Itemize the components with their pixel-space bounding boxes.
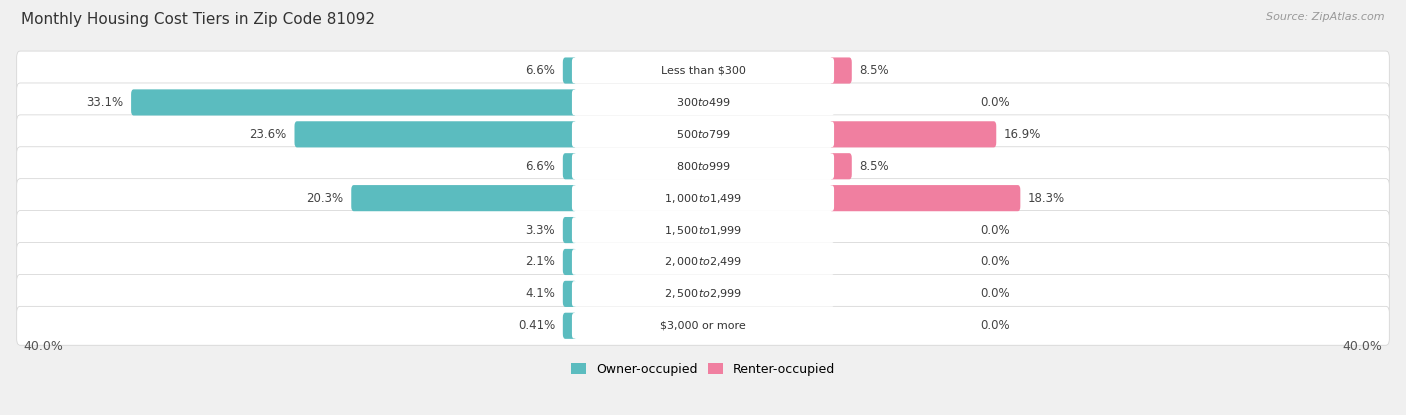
Text: 23.6%: 23.6% [249,128,287,141]
FancyBboxPatch shape [562,281,576,307]
Text: 8.5%: 8.5% [859,160,889,173]
FancyBboxPatch shape [830,121,997,147]
Text: 8.5%: 8.5% [859,64,889,77]
Text: $1,000 to $1,499: $1,000 to $1,499 [664,192,742,205]
Text: $2,500 to $2,999: $2,500 to $2,999 [664,287,742,300]
FancyBboxPatch shape [294,121,576,147]
Text: 2.1%: 2.1% [526,256,555,269]
Text: 0.0%: 0.0% [980,256,1010,269]
Text: 4.1%: 4.1% [526,287,555,300]
FancyBboxPatch shape [17,210,1389,249]
Legend: Owner-occupied, Renter-occupied: Owner-occupied, Renter-occupied [567,358,839,381]
Text: $800 to $999: $800 to $999 [675,160,731,172]
Text: 0.0%: 0.0% [980,287,1010,300]
FancyBboxPatch shape [562,249,576,275]
FancyBboxPatch shape [830,185,1021,211]
Text: $1,500 to $1,999: $1,500 to $1,999 [664,224,742,237]
Text: 18.3%: 18.3% [1028,192,1066,205]
FancyBboxPatch shape [17,306,1389,345]
FancyBboxPatch shape [572,217,834,243]
Text: Less than $300: Less than $300 [661,66,745,76]
Text: 33.1%: 33.1% [86,96,124,109]
FancyBboxPatch shape [352,185,576,211]
FancyBboxPatch shape [830,57,852,83]
FancyBboxPatch shape [572,122,834,147]
Text: 0.41%: 0.41% [517,319,555,332]
Text: 6.6%: 6.6% [526,160,555,173]
FancyBboxPatch shape [562,153,576,179]
Text: 40.0%: 40.0% [24,340,63,353]
FancyBboxPatch shape [17,274,1389,313]
FancyBboxPatch shape [17,147,1389,186]
FancyBboxPatch shape [17,115,1389,154]
Text: Source: ZipAtlas.com: Source: ZipAtlas.com [1267,12,1385,22]
FancyBboxPatch shape [572,313,834,339]
FancyBboxPatch shape [572,90,834,115]
FancyBboxPatch shape [572,186,834,211]
FancyBboxPatch shape [562,57,576,83]
Text: 0.0%: 0.0% [980,319,1010,332]
Text: Monthly Housing Cost Tiers in Zip Code 81092: Monthly Housing Cost Tiers in Zip Code 8… [21,12,375,27]
Text: 0.0%: 0.0% [980,96,1010,109]
FancyBboxPatch shape [131,89,576,115]
Text: $3,000 or more: $3,000 or more [661,321,745,331]
FancyBboxPatch shape [572,249,834,275]
Text: 6.6%: 6.6% [526,64,555,77]
FancyBboxPatch shape [17,83,1389,122]
FancyBboxPatch shape [17,242,1389,281]
Text: 20.3%: 20.3% [307,192,343,205]
FancyBboxPatch shape [562,217,576,243]
Text: 3.3%: 3.3% [526,224,555,237]
Text: 0.0%: 0.0% [980,224,1010,237]
Text: 16.9%: 16.9% [1004,128,1042,141]
FancyBboxPatch shape [562,312,576,339]
Text: $500 to $799: $500 to $799 [675,128,731,140]
FancyBboxPatch shape [17,179,1389,217]
FancyBboxPatch shape [17,51,1389,90]
FancyBboxPatch shape [572,58,834,83]
FancyBboxPatch shape [830,153,852,179]
Text: $300 to $499: $300 to $499 [675,96,731,108]
FancyBboxPatch shape [572,281,834,307]
Text: $2,000 to $2,499: $2,000 to $2,499 [664,256,742,269]
FancyBboxPatch shape [572,154,834,179]
Text: 40.0%: 40.0% [1343,340,1382,353]
